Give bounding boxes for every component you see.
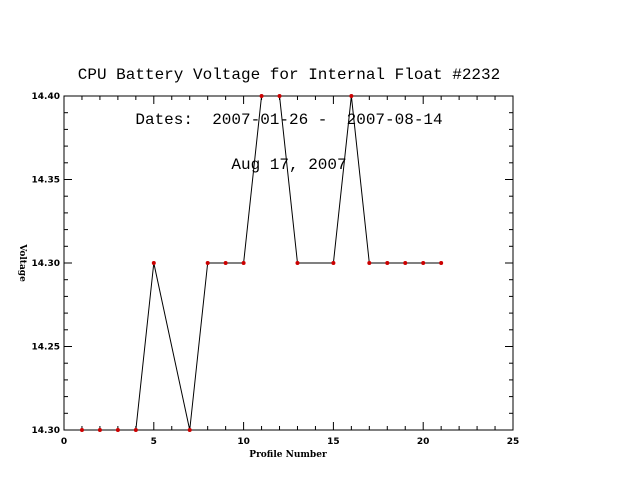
y-tick-label: 14.25	[32, 343, 60, 353]
y-tick-label: 14.30	[32, 426, 60, 436]
data-point	[331, 261, 336, 265]
data-point	[295, 261, 300, 265]
tick-labels: 0 5 10 15 20 25 14.30 14.25 14.30 14.35 14.40	[32, 92, 520, 447]
data-point	[367, 261, 372, 265]
chart-title-block: CPU Battery Voltage for Internal Float #…	[0, 38, 578, 188]
axis-ticks	[63, 95, 514, 431]
x-tick-label: 15	[327, 437, 340, 447]
data-point	[97, 428, 102, 432]
x-tick-label: 10	[237, 437, 250, 447]
chart-generated-date: Aug 17, 2007	[231, 156, 347, 174]
data-point	[151, 261, 156, 265]
data-point	[187, 428, 192, 432]
data-points	[79, 94, 444, 432]
data-point	[79, 428, 84, 432]
data-point	[259, 94, 264, 98]
data-point	[115, 428, 120, 432]
plot-frame	[63, 95, 514, 431]
chart-title: CPU Battery Voltage for Internal Float #…	[77, 66, 501, 84]
data-point	[205, 261, 210, 265]
x-axis-label: Profile Number	[249, 450, 327, 460]
data-point	[421, 261, 426, 265]
data-point	[277, 94, 282, 98]
x-tick-label: 0	[61, 437, 67, 447]
y-tick-label: 14.30	[32, 259, 60, 269]
x-tick-label: 20	[417, 437, 430, 447]
y-tick-label: 14.40	[32, 92, 60, 102]
data-point	[385, 261, 390, 265]
x-tick-label: 5	[151, 437, 157, 447]
data-point	[349, 94, 354, 98]
y-tick-label: 14.35	[32, 176, 60, 186]
data-point	[223, 261, 228, 265]
data-point	[439, 261, 444, 265]
chart-date-range: Dates: 2007-01-26 - 2007-08-14	[135, 111, 443, 129]
data-point	[403, 261, 408, 265]
x-tick-label: 25	[507, 437, 520, 447]
data-point	[133, 428, 138, 432]
data-point	[241, 261, 246, 265]
y-axis-label: Voltage	[17, 243, 27, 282]
